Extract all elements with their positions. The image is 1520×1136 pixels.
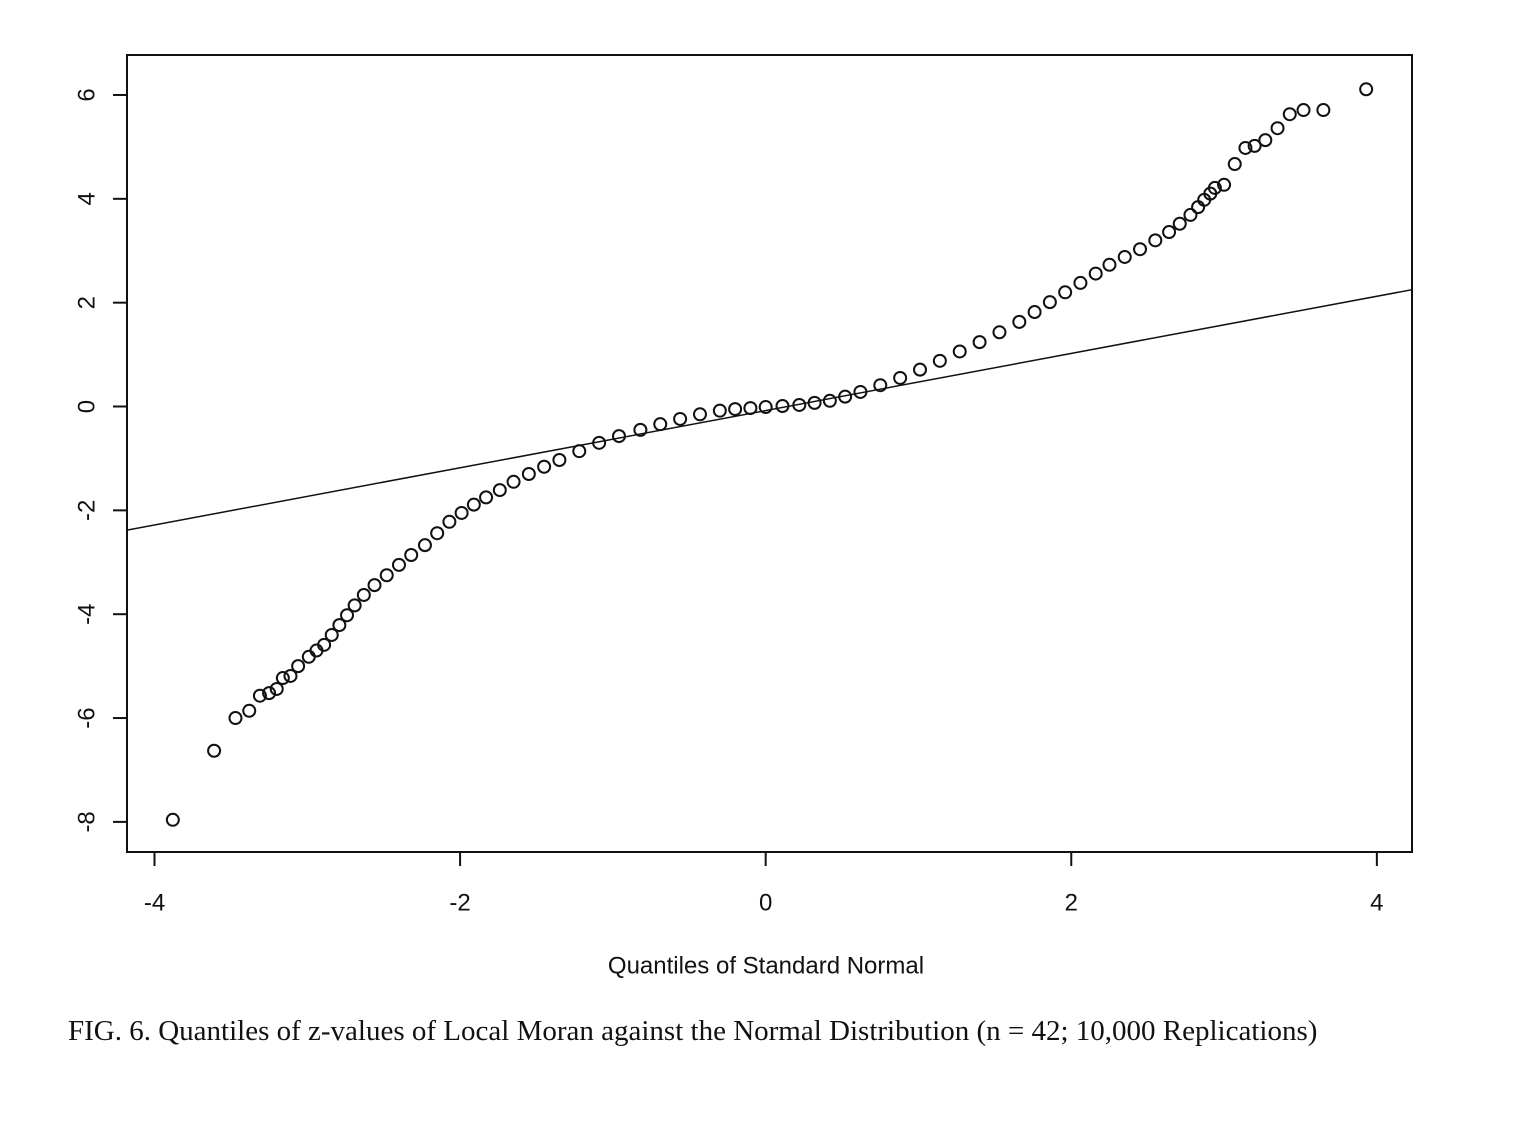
point (952, 344, 967, 359)
point (712, 403, 727, 418)
point (492, 483, 507, 498)
point (1258, 133, 1273, 148)
point (269, 681, 284, 696)
y-tick-label: -4 (73, 604, 100, 625)
point (611, 429, 626, 444)
point (1042, 295, 1057, 310)
point (893, 370, 908, 385)
point (633, 422, 648, 437)
point (391, 557, 406, 572)
point (822, 393, 837, 408)
point (972, 335, 987, 350)
point (592, 435, 607, 450)
point (1296, 103, 1311, 118)
point (275, 671, 290, 686)
point (1217, 177, 1232, 192)
point (1282, 107, 1297, 122)
point (262, 686, 277, 701)
point (404, 548, 419, 563)
chart: Quantiles of Standard Normal -4 -2 0 2 4 -8 -6… (73, 54, 1413, 979)
y-tick-label: 4 (73, 192, 100, 205)
point (1172, 216, 1187, 231)
x-tick-label: 0 (759, 889, 772, 916)
point (283, 668, 298, 683)
point (521, 467, 536, 482)
point (379, 568, 394, 583)
point (1058, 285, 1073, 300)
point (1247, 138, 1262, 153)
point (1359, 82, 1374, 97)
point (1102, 257, 1117, 272)
point (572, 444, 587, 459)
point (291, 659, 306, 674)
point (1316, 103, 1331, 118)
y-tick-label: 2 (73, 296, 100, 309)
y-tick-label: -8 (73, 811, 100, 832)
point (807, 395, 822, 410)
point (332, 618, 347, 633)
point (1238, 140, 1253, 155)
point (653, 417, 668, 432)
plot-frame (126, 54, 1413, 853)
point (242, 703, 257, 718)
point (775, 398, 790, 413)
point (207, 743, 222, 758)
point (1133, 242, 1148, 257)
point (1183, 207, 1198, 222)
point (324, 627, 339, 642)
point (552, 452, 567, 467)
point (1148, 233, 1163, 248)
point (347, 598, 362, 613)
point (1027, 305, 1042, 320)
point (356, 587, 371, 602)
point (506, 474, 521, 489)
x-tick-label: -4 (144, 889, 165, 916)
point (728, 402, 743, 417)
point (1162, 225, 1177, 240)
point (1227, 157, 1242, 172)
point (758, 400, 773, 415)
point (317, 637, 332, 652)
reference-line (126, 288, 1413, 531)
point (913, 362, 928, 377)
point (1207, 180, 1222, 195)
y-tick-label: 6 (73, 88, 100, 101)
point (1073, 275, 1088, 290)
point (228, 711, 243, 726)
x-tick-label: 2 (1065, 889, 1078, 916)
point (442, 514, 457, 529)
point (838, 389, 853, 404)
point (673, 411, 688, 426)
point (1012, 314, 1027, 329)
x-tick-label: -2 (449, 889, 470, 916)
x-axis-label: Quantiles of Standard Normal (608, 952, 924, 979)
figure-caption: FIG. 6. Quantiles of z-values of Local M… (68, 1015, 1318, 1047)
point (417, 538, 432, 553)
point (1117, 249, 1132, 264)
point (466, 497, 481, 512)
point (454, 505, 469, 520)
point (165, 812, 180, 827)
point (537, 459, 552, 474)
point (479, 490, 494, 505)
y-tick-label: -2 (73, 500, 100, 521)
x-tick-label: 4 (1370, 889, 1383, 916)
point (743, 401, 758, 416)
point (932, 353, 947, 368)
point (252, 688, 267, 703)
point (430, 526, 445, 541)
point (792, 397, 807, 412)
point (340, 608, 355, 623)
point (367, 578, 382, 593)
y-tick-label: -6 (73, 707, 100, 728)
point (692, 407, 707, 422)
y-tick-label: 0 (73, 400, 100, 413)
point (301, 649, 316, 664)
point (992, 325, 1007, 340)
point (853, 384, 868, 399)
point (1270, 121, 1285, 136)
point (1088, 266, 1103, 281)
point (873, 378, 888, 393)
